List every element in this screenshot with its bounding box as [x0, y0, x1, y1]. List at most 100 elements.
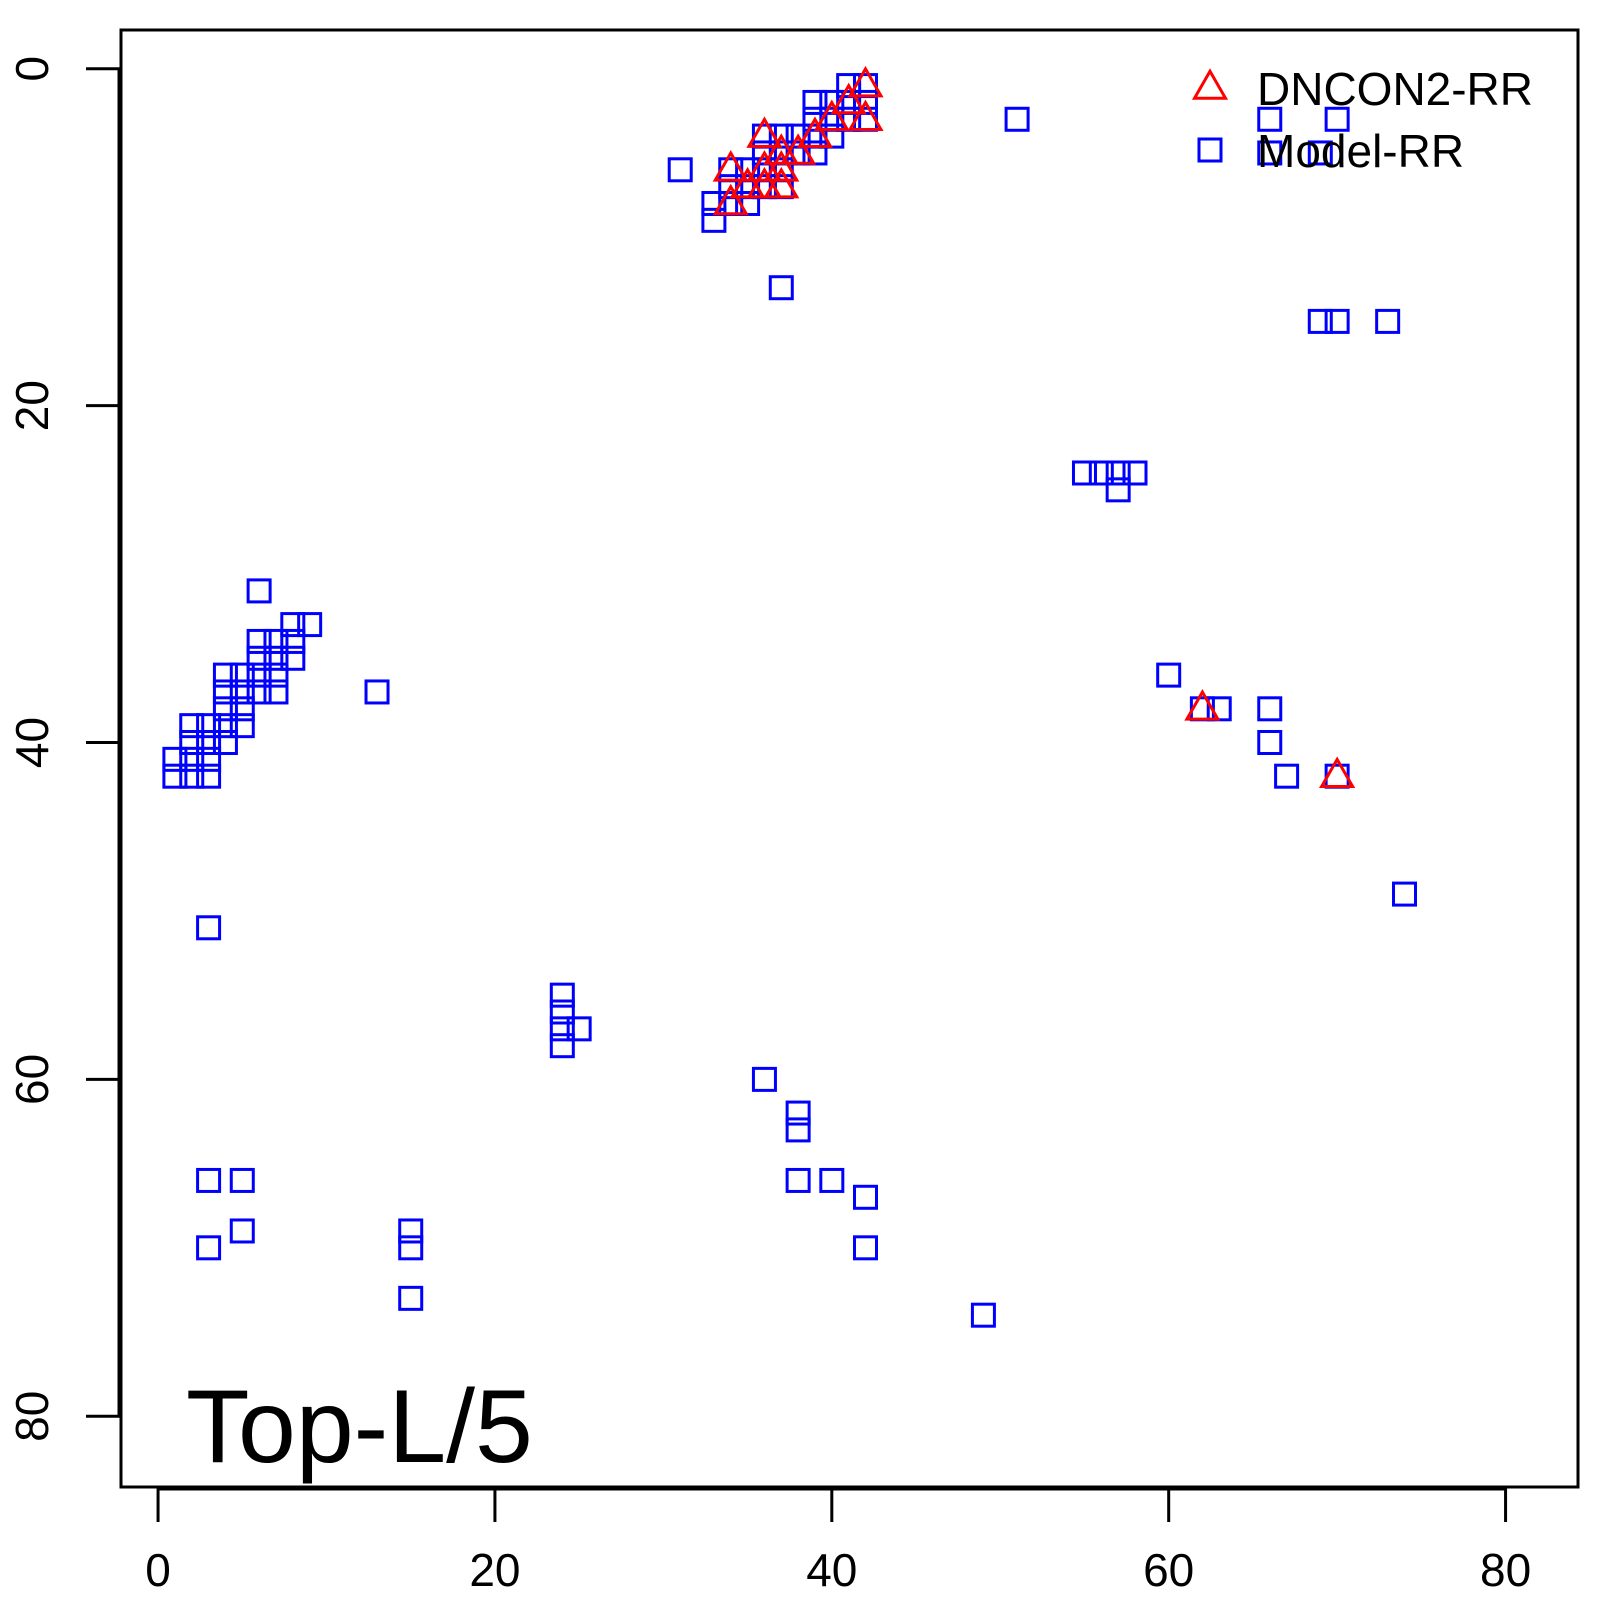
- model-rr-point: [229, 662, 255, 688]
- dncon2-rr-point: [847, 65, 884, 98]
- legend-model-rr-marker: [1197, 137, 1223, 163]
- model-rr-point: [1156, 662, 1182, 688]
- model-rr-point: [162, 746, 188, 772]
- model-rr-point: [196, 729, 222, 755]
- model-rr-point: [1307, 140, 1333, 166]
- model-rr-point: [1189, 696, 1215, 722]
- model-rr-point: [1257, 140, 1283, 166]
- model-rr-point: [1071, 460, 1097, 486]
- model-rr-point: [196, 763, 222, 789]
- model-rr-point: [566, 1016, 592, 1042]
- y-tick-label: 60: [6, 1054, 58, 1105]
- model-rr-point: [1274, 763, 1300, 789]
- model-rr-point: [246, 645, 272, 671]
- legend-label: DNCON2-RR: [1257, 63, 1533, 115]
- model-rr-point: [1307, 308, 1333, 334]
- model-rr-point: [398, 1218, 424, 1244]
- y-tick-label: 40: [6, 717, 58, 768]
- model-rr-point: [1257, 729, 1283, 755]
- model-rr-point: [162, 763, 188, 789]
- dncon2-rr-point: [796, 116, 834, 148]
- y-tick-label: 80: [6, 1391, 58, 1442]
- model-rr-point: [1004, 106, 1030, 132]
- model-rr-point: [853, 73, 879, 99]
- model-rr-point: [1257, 696, 1283, 722]
- model-rr-point: [853, 1184, 879, 1210]
- model-rr-point: [718, 157, 744, 183]
- model-rr-point: [1105, 460, 1131, 486]
- x-tick-label: 80: [1480, 1544, 1531, 1596]
- model-rr-point: [246, 578, 272, 604]
- model-rr-point: [280, 612, 306, 638]
- model-rr-point: [785, 1100, 811, 1126]
- model-rr-point: [785, 1167, 811, 1193]
- model-rr-point: [212, 679, 238, 705]
- model-rr-point: [549, 1016, 575, 1042]
- model-rr-point: [751, 123, 777, 149]
- model-rr-point: [549, 1033, 575, 1059]
- model-rr-point: [229, 1167, 255, 1193]
- model-rr-point: [970, 1302, 996, 1328]
- model-rr-point: [212, 729, 238, 755]
- panel-annotation: Top-L/5: [186, 1369, 533, 1485]
- legend-dncon2-rr-marker: [1191, 68, 1229, 100]
- model-rr-point: [1392, 881, 1418, 907]
- model-rr-point: [1324, 763, 1350, 789]
- model-rr-point: [1088, 460, 1114, 486]
- model-rr-point: [701, 207, 727, 233]
- model-rr-point: [212, 696, 238, 722]
- model-rr-point: [246, 679, 272, 705]
- model-rr-point: [179, 713, 205, 739]
- dncon2-rr-point: [746, 166, 783, 199]
- model-rr-point: [196, 915, 222, 941]
- dncon2-rr-point: [712, 150, 749, 182]
- model-rr-point: [1324, 106, 1350, 132]
- model-rr-point: [196, 1167, 222, 1193]
- y-tick-label: 20: [6, 380, 58, 431]
- model-rr-point: [364, 679, 390, 705]
- dncon2-rr-point: [830, 82, 867, 115]
- model-rr-point: [212, 662, 238, 688]
- model-rr-point: [819, 1167, 845, 1193]
- model-rr-point: [179, 763, 205, 789]
- model-rr-point: [229, 713, 255, 739]
- series-dncon2-rr: [712, 65, 1356, 788]
- y-axis: 0 20 40 60 80: [6, 56, 121, 1442]
- y-tick-label: 0: [6, 56, 58, 82]
- model-rr-point: [263, 662, 289, 688]
- model-rr-point: [179, 729, 205, 755]
- model-rr-point: [196, 713, 222, 739]
- dncon2-rr-point: [746, 116, 783, 148]
- model-rr-point: [751, 1066, 777, 1092]
- model-rr-point: [263, 645, 289, 671]
- model-rr-point: [179, 746, 205, 772]
- x-tick-label: 40: [806, 1544, 857, 1596]
- model-rr-point: [667, 157, 693, 183]
- model-rr-point: [549, 999, 575, 1025]
- dncon2-rr-point: [763, 133, 800, 165]
- dncon2-rr-point: [712, 183, 749, 216]
- model-rr-point: [229, 679, 255, 705]
- model-rr-point: [196, 1235, 222, 1261]
- model-rr-point: [196, 746, 222, 772]
- model-rr-point: [212, 713, 238, 739]
- model-rr-point: [398, 1285, 424, 1311]
- plot-frame: [119, 28, 1580, 1489]
- model-rr-point: [1375, 308, 1401, 334]
- x-axis: 0 20 40 60 80: [145, 1487, 1531, 1596]
- model-rr-point: [246, 628, 272, 654]
- model-rr-point: [263, 628, 289, 654]
- dncon2-rr-point: [1184, 689, 1221, 721]
- model-rr-point: [768, 275, 794, 301]
- model-rr-point: [246, 662, 272, 688]
- model-rr-point: [785, 1117, 811, 1143]
- model-rr-point: [1105, 477, 1131, 503]
- model-rr-point: [398, 1235, 424, 1261]
- legend-label: Model-RR: [1257, 125, 1464, 177]
- model-rr-point: [1324, 308, 1350, 334]
- dncon2-rr-point: [847, 99, 884, 132]
- x-tick-label: 20: [469, 1544, 520, 1596]
- model-rr-point: [229, 696, 255, 722]
- dncon2-rr-point: [813, 99, 850, 132]
